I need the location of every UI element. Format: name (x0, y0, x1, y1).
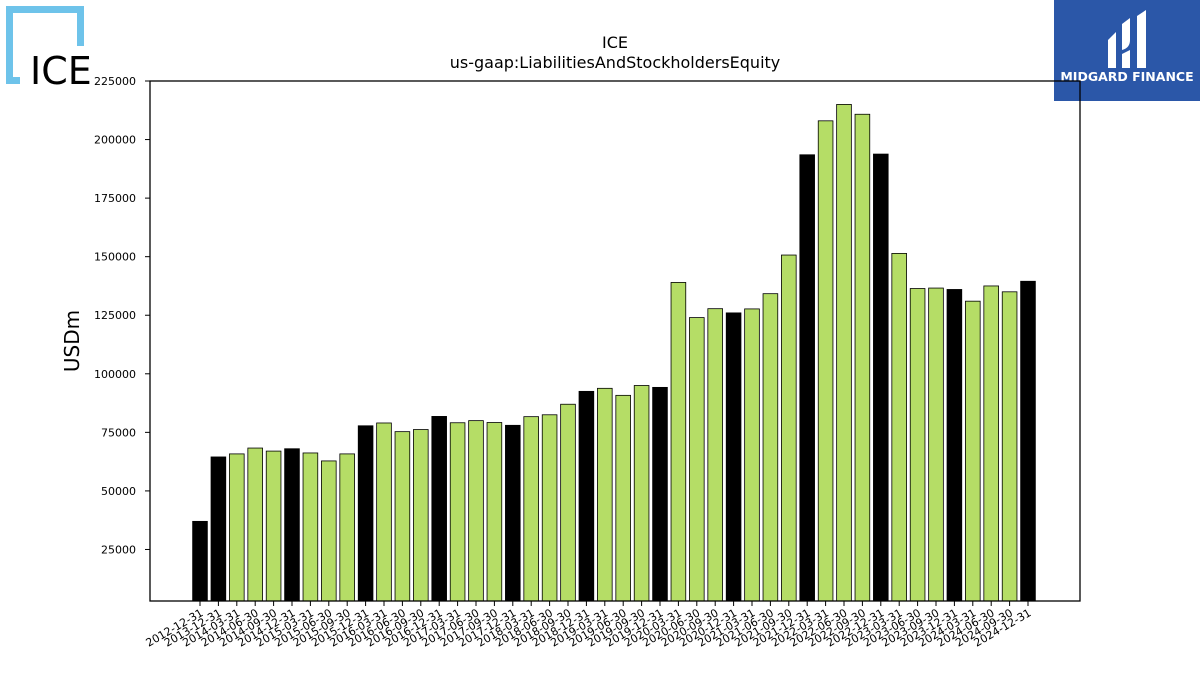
bar-2014-03-31 (229, 453, 245, 602)
bar-2019-03-31 (597, 387, 613, 602)
bar-2017-06-30 (468, 420, 484, 602)
bar-2021-09-30 (781, 254, 797, 602)
bars-group (192, 104, 1036, 602)
bar-2016-09-30 (413, 429, 429, 602)
bar-2024-12-31 (1020, 280, 1036, 602)
bar-2014-06-30 (247, 447, 263, 602)
bar-2019-12-31 (652, 386, 668, 602)
bar-2014-12-31 (284, 448, 300, 602)
bar-2022-03-31 (817, 120, 834, 602)
ice-logo: ICE (6, 6, 92, 93)
bar-2018-06-30 (541, 414, 558, 602)
bar-2020-06-30 (689, 317, 705, 602)
y-axis: 25000 50000 75000 100000 125000 150000 175000 2… (94, 75, 150, 556)
bar-2016-06-30 (394, 431, 411, 602)
y-tick-label: 200000 (94, 134, 136, 147)
bar-2021-12-31 (799, 154, 815, 602)
y-tick-label: 225000 (94, 75, 136, 88)
bar-2013-12-31 (210, 456, 227, 602)
y-tick-label: 75000 (101, 426, 136, 439)
bar-2024-03-31 (965, 300, 981, 602)
midgard-logo-text: MIDGARD FINANCE (1060, 69, 1193, 84)
midgard-emblem-icon (1108, 10, 1146, 68)
bar-2018-03-31 (523, 416, 539, 602)
bar-2015-12-31 (357, 425, 374, 602)
midgard-logo-background (1054, 0, 1200, 101)
x-axis: 2012-12-312013-12-312014-03-312014-06-30… (144, 601, 1034, 650)
bar-2015-03-31 (302, 452, 319, 602)
ice-logo-text: ICE (30, 49, 92, 93)
bar-2017-12-31 (505, 424, 521, 602)
bar-2022-12-31 (873, 153, 889, 602)
bar-2023-09-30 (928, 287, 944, 602)
y-tick-label: 175000 (94, 192, 136, 205)
bar-2022-06-30 (836, 104, 852, 602)
bar-2018-09-30 (560, 403, 576, 602)
bar-2015-09-30 (339, 453, 355, 602)
y-tick-label: 25000 (101, 543, 136, 556)
bar-2016-03-31 (376, 422, 392, 602)
bar-2022-09-30 (854, 113, 871, 602)
bar-2016-12-31 (431, 416, 447, 602)
bar-2014-09-30 (265, 450, 282, 602)
plot-frame (149, 80, 1081, 602)
bar-2023-06-30 (909, 288, 926, 602)
bar-2019-06-30 (615, 394, 631, 602)
bar-2023-12-31 (946, 289, 963, 602)
bar-2017-09-30 (486, 422, 503, 602)
y-tick-label: 100000 (94, 368, 136, 381)
bar-2019-09-30 (633, 385, 650, 602)
bar-2020-12-31 (725, 312, 742, 602)
bar-2012-12-31 (192, 520, 208, 602)
bar-2020-03-31 (670, 282, 687, 602)
bar-2023-03-31 (891, 252, 907, 602)
y-tick-label: 150000 (94, 251, 136, 264)
midgard-logo: MIDGARD FINANCE (1054, 0, 1200, 101)
bar-2018-12-31 (578, 390, 595, 602)
bar-2021-03-31 (744, 308, 760, 602)
chart-title: ICE (602, 33, 628, 52)
bar-2020-09-30 (707, 308, 723, 602)
y-tick-label: 125000 (94, 309, 136, 322)
y-axis-label: USDm (60, 310, 84, 372)
bar-2017-03-31 (449, 422, 466, 602)
chart-subtitle: us-gaap:LiabilitiesAndStockholdersEquity (450, 53, 781, 72)
bar-2024-06-30 (983, 285, 999, 602)
bar-2021-06-30 (762, 293, 779, 602)
bar-2015-06-30 (321, 460, 337, 602)
y-tick-label: 50000 (101, 485, 136, 498)
bar-2024-09-30 (1001, 291, 1018, 602)
